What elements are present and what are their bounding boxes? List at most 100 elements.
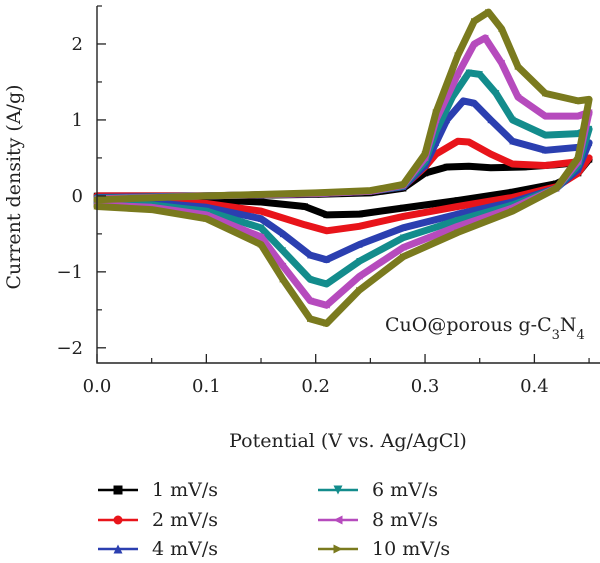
axis-frame bbox=[96, 6, 600, 364]
series-8-mv-s bbox=[93, 34, 593, 309]
data-point bbox=[356, 210, 363, 218]
data-point bbox=[279, 276, 287, 283]
data-point bbox=[487, 164, 494, 171]
x-tick-label: 0.4 bbox=[520, 376, 549, 397]
data-point bbox=[203, 215, 210, 222]
data-point bbox=[399, 204, 407, 212]
data-point bbox=[399, 253, 407, 260]
legend-marker bbox=[113, 515, 123, 525]
data-point bbox=[454, 52, 462, 59]
data-point bbox=[203, 207, 210, 215]
data-point bbox=[307, 276, 314, 283]
data-point bbox=[454, 229, 462, 236]
data-point bbox=[498, 25, 505, 32]
x-tick-label: 0.0 bbox=[83, 376, 112, 397]
legend-label: 6 mV/s bbox=[372, 479, 438, 501]
axes-layer: 0.0 0.1 0.2 0.3 0.4 −2 −1 0 1 2 bbox=[56, 5, 600, 397]
data-point bbox=[307, 251, 314, 259]
data-point bbox=[323, 227, 330, 235]
data-point bbox=[307, 315, 314, 323]
data-point bbox=[585, 96, 593, 103]
legend-marker bbox=[333, 515, 343, 525]
data-point bbox=[509, 160, 516, 168]
data-point bbox=[367, 187, 374, 194]
data-point bbox=[257, 198, 265, 206]
data-point bbox=[312, 189, 319, 197]
series-layer bbox=[93, 8, 593, 327]
data-point bbox=[323, 211, 330, 219]
data-point bbox=[574, 112, 582, 120]
data-point bbox=[465, 138, 472, 146]
data-point bbox=[454, 197, 462, 204]
data-point bbox=[301, 203, 308, 210]
data-point bbox=[454, 138, 462, 145]
data-point bbox=[471, 17, 478, 25]
data-point bbox=[454, 203, 462, 210]
data-point bbox=[323, 256, 330, 263]
legend-label: 2 mV/s bbox=[152, 509, 218, 531]
data-point bbox=[492, 90, 500, 97]
legend-label: 8 mV/s bbox=[372, 509, 438, 531]
data-point bbox=[509, 116, 516, 124]
data-point bbox=[257, 207, 265, 215]
data-point bbox=[148, 206, 155, 213]
series-line bbox=[93, 8, 593, 327]
annotation-subscript-1: 3 bbox=[552, 328, 560, 343]
legend-marker bbox=[333, 544, 343, 554]
data-point bbox=[471, 100, 478, 107]
legend-label: 10 mV/s bbox=[372, 538, 450, 560]
data-point bbox=[487, 116, 494, 124]
data-point bbox=[471, 40, 478, 48]
data-point bbox=[514, 93, 522, 101]
y-tick-label: 0 bbox=[72, 186, 83, 207]
data-point bbox=[356, 273, 363, 280]
data-point bbox=[542, 131, 549, 139]
y-tick-label: 2 bbox=[72, 34, 83, 55]
annotation-mid: N bbox=[560, 314, 577, 336]
data-point bbox=[323, 280, 330, 288]
data-point bbox=[356, 223, 363, 230]
data-point bbox=[399, 244, 407, 251]
legend: 1 mV/s 2 mV/s 4 mV/s 6 mV/s 8 mV/s 10 mV/s bbox=[98, 479, 450, 560]
legend-marker bbox=[333, 485, 343, 495]
legend-label: 1 mV/s bbox=[152, 479, 218, 501]
data-point bbox=[307, 297, 314, 304]
legend-entry: 1 mV/s bbox=[98, 479, 218, 501]
legend-entry: 8 mV/s bbox=[318, 509, 438, 531]
data-point bbox=[257, 233, 265, 241]
data-point bbox=[356, 286, 363, 294]
legend-entry: 2 mV/s bbox=[98, 509, 218, 531]
legend-label: 4 mV/s bbox=[152, 538, 218, 560]
data-point bbox=[509, 207, 516, 215]
data-point bbox=[421, 169, 429, 177]
data-point bbox=[542, 162, 549, 169]
data-point bbox=[454, 71, 462, 78]
legend-entry: 10 mV/s bbox=[318, 538, 450, 560]
data-point bbox=[542, 112, 549, 120]
data-point bbox=[356, 241, 363, 248]
data-point bbox=[509, 138, 516, 145]
data-point bbox=[514, 63, 522, 70]
data-point bbox=[257, 215, 265, 222]
series-10-mv-s bbox=[93, 8, 593, 327]
data-point bbox=[443, 163, 451, 171]
data-point bbox=[454, 217, 462, 224]
data-point bbox=[465, 163, 472, 170]
data-point bbox=[553, 185, 560, 192]
data-point bbox=[460, 97, 467, 105]
data-point bbox=[399, 234, 407, 241]
x-tick-label: 0.1 bbox=[192, 376, 221, 397]
data-point bbox=[487, 150, 494, 158]
data-point bbox=[301, 221, 308, 228]
data-point bbox=[485, 8, 492, 16]
data-point bbox=[585, 154, 593, 162]
data-point bbox=[432, 109, 440, 116]
data-point bbox=[465, 69, 472, 77]
y-tick-label: −1 bbox=[56, 262, 83, 283]
annotation-subscript-2: 4 bbox=[577, 328, 585, 343]
data-point bbox=[257, 241, 265, 248]
legend-marker bbox=[113, 544, 123, 554]
data-point bbox=[203, 192, 210, 200]
data-point bbox=[279, 262, 287, 269]
x-tick-label: 0.2 bbox=[301, 376, 330, 397]
